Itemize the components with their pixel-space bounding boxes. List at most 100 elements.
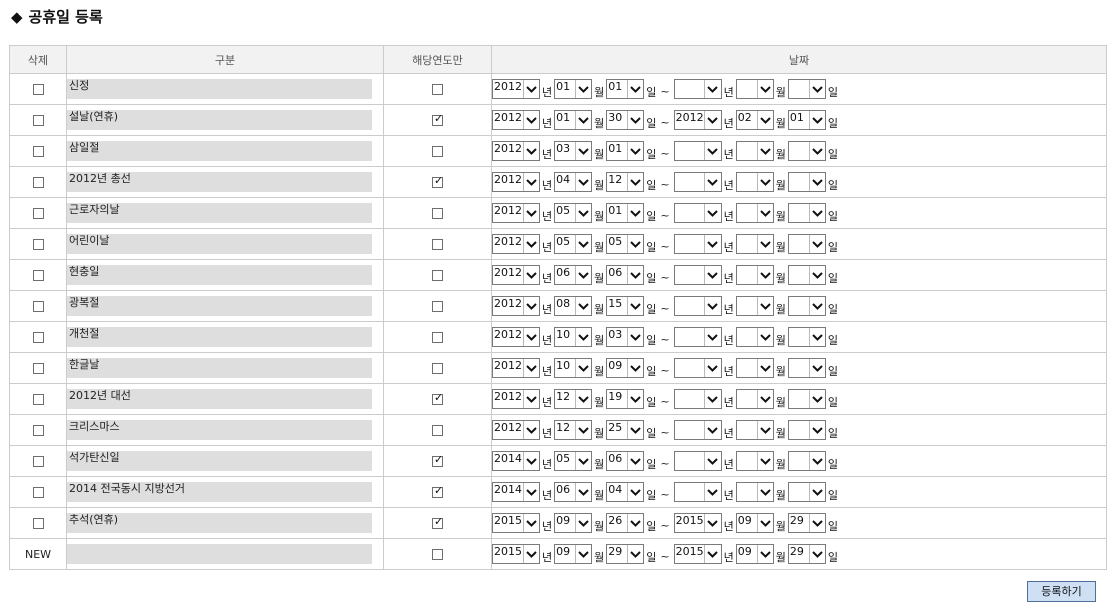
end-month-select[interactable]: 09 <box>735 544 774 564</box>
category-input[interactable]: 2012년 총선 <box>67 172 372 192</box>
chevron-down-icon[interactable] <box>808 204 825 222</box>
year-only-checkbox[interactable] <box>432 208 443 219</box>
start-year-select[interactable]: 2012 <box>492 172 540 192</box>
chevron-down-icon[interactable] <box>627 452 644 470</box>
end-month-select[interactable] <box>735 172 774 192</box>
category-input[interactable]: 신정 <box>67 79 372 99</box>
year-only-checkbox[interactable] <box>432 549 443 560</box>
delete-checkbox[interactable] <box>32 208 44 219</box>
end-year-select[interactable]: 2012 <box>673 110 722 130</box>
chevron-down-icon[interactable] <box>627 514 644 532</box>
delete-checkbox[interactable] <box>32 363 44 374</box>
end-day-select[interactable] <box>787 482 826 502</box>
chevron-down-icon[interactable] <box>627 80 644 98</box>
chevron-down-icon[interactable] <box>575 390 592 408</box>
chevron-down-icon[interactable] <box>756 328 773 346</box>
year-only-checkbox[interactable]: ✓ <box>432 484 443 498</box>
year-only-checkbox[interactable] <box>432 270 443 281</box>
end-day-select[interactable] <box>787 420 826 440</box>
end-day-select[interactable] <box>787 389 826 409</box>
chevron-down-icon[interactable] <box>756 142 773 160</box>
chevron-down-icon[interactable] <box>704 545 721 563</box>
chevron-down-icon[interactable] <box>575 173 592 191</box>
start-day-select[interactable]: 26 <box>606 513 645 533</box>
chevron-down-icon[interactable] <box>522 204 539 222</box>
chevron-down-icon[interactable] <box>704 235 721 253</box>
category-input[interactable]: 2012년 대선 <box>67 389 372 409</box>
chevron-down-icon[interactable] <box>756 111 773 129</box>
end-day-select[interactable] <box>787 296 826 316</box>
start-year-select[interactable]: 2012 <box>492 141 540 161</box>
category-input[interactable]: 2014 전국동시 지방선거 <box>67 482 372 502</box>
year-only-checkbox[interactable]: ✓ <box>432 174 443 188</box>
delete-checkbox[interactable] <box>32 301 44 312</box>
end-year-select[interactable] <box>673 482 722 502</box>
chevron-down-icon[interactable] <box>575 545 592 563</box>
end-month-select[interactable] <box>735 482 774 502</box>
chevron-down-icon[interactable] <box>575 328 592 346</box>
chevron-down-icon[interactable] <box>808 452 825 470</box>
category-input[interactable]: 한글날 <box>67 358 372 378</box>
start-month-select[interactable]: 06 <box>554 482 593 502</box>
chevron-down-icon[interactable] <box>704 514 721 532</box>
chevron-down-icon[interactable] <box>627 390 644 408</box>
start-day-select[interactable]: 01 <box>606 203 645 223</box>
end-year-select[interactable] <box>673 296 722 316</box>
start-year-select[interactable]: 2012 <box>492 327 540 347</box>
end-month-select[interactable] <box>735 420 774 440</box>
chevron-down-icon[interactable] <box>627 142 644 160</box>
chevron-down-icon[interactable] <box>522 111 539 129</box>
end-year-select[interactable] <box>673 234 722 254</box>
delete-checkbox[interactable] <box>32 146 44 157</box>
end-year-select[interactable] <box>673 451 722 471</box>
end-day-select[interactable] <box>787 141 826 161</box>
start-month-select[interactable]: 05 <box>554 234 593 254</box>
chevron-down-icon[interactable] <box>808 483 825 501</box>
chevron-down-icon[interactable] <box>575 297 592 315</box>
delete-checkbox[interactable] <box>32 115 44 126</box>
chevron-down-icon[interactable] <box>756 390 773 408</box>
chevron-down-icon[interactable] <box>704 266 721 284</box>
start-year-select[interactable]: 2012 <box>492 234 540 254</box>
year-only-checkbox[interactable] <box>432 363 443 374</box>
end-day-select[interactable] <box>787 358 826 378</box>
end-year-select[interactable] <box>673 203 722 223</box>
start-year-select[interactable]: 2012 <box>492 358 540 378</box>
start-day-select[interactable]: 01 <box>606 141 645 161</box>
chevron-down-icon[interactable] <box>627 204 644 222</box>
chevron-down-icon[interactable] <box>522 390 539 408</box>
chevron-down-icon[interactable] <box>575 204 592 222</box>
chevron-down-icon[interactable] <box>808 421 825 439</box>
start-day-select[interactable]: 12 <box>606 172 645 192</box>
chevron-down-icon[interactable] <box>756 421 773 439</box>
chevron-down-icon[interactable] <box>704 142 721 160</box>
start-month-select[interactable]: 10 <box>554 327 593 347</box>
chevron-down-icon[interactable] <box>627 328 644 346</box>
chevron-down-icon[interactable] <box>522 266 539 284</box>
start-year-select[interactable]: 2015 <box>492 513 540 533</box>
year-only-checkbox[interactable] <box>432 301 443 312</box>
end-month-select[interactable] <box>735 203 774 223</box>
chevron-down-icon[interactable] <box>808 266 825 284</box>
chevron-down-icon[interactable] <box>575 359 592 377</box>
chevron-down-icon[interactable] <box>756 266 773 284</box>
chevron-down-icon[interactable] <box>627 235 644 253</box>
start-year-select[interactable]: 2012 <box>492 265 540 285</box>
chevron-down-icon[interactable] <box>575 142 592 160</box>
start-month-select[interactable]: 08 <box>554 296 593 316</box>
chevron-down-icon[interactable] <box>808 328 825 346</box>
end-month-select[interactable] <box>735 389 774 409</box>
chevron-down-icon[interactable] <box>627 297 644 315</box>
start-day-select[interactable]: 06 <box>606 265 645 285</box>
category-input[interactable]: 광복절 <box>67 296 372 316</box>
chevron-down-icon[interactable] <box>808 111 825 129</box>
chevron-down-icon[interactable] <box>808 80 825 98</box>
chevron-down-icon[interactable] <box>575 235 592 253</box>
start-year-select[interactable]: 2012 <box>492 420 540 440</box>
start-month-select[interactable]: 10 <box>554 358 593 378</box>
chevron-down-icon[interactable] <box>808 390 825 408</box>
end-year-select[interactable] <box>673 79 722 99</box>
start-month-select[interactable]: 09 <box>554 513 593 533</box>
end-year-select[interactable] <box>673 389 722 409</box>
start-year-select[interactable]: 2012 <box>492 110 540 130</box>
